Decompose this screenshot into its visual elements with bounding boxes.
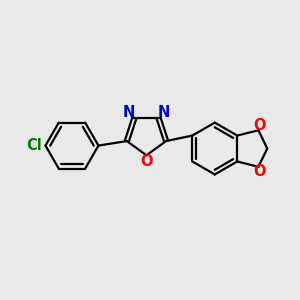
Text: O: O	[253, 118, 266, 133]
Text: O: O	[253, 164, 266, 179]
Text: O: O	[140, 154, 153, 169]
Text: N: N	[158, 105, 170, 120]
Text: N: N	[123, 105, 135, 120]
Text: Cl: Cl	[26, 138, 42, 153]
